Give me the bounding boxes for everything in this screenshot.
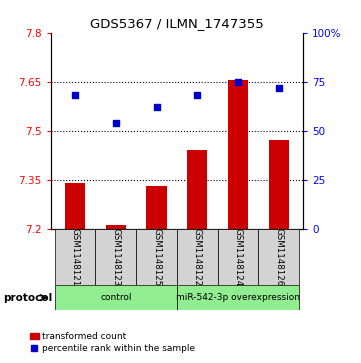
Text: miR-542-3p overexpression: miR-542-3p overexpression [176,293,300,302]
Bar [258,229,299,285]
Text: protocol: protocol [4,293,53,303]
Bar [105,225,126,229]
Bar [218,229,258,285]
Text: GSM1148125: GSM1148125 [152,228,161,286]
Bar [146,186,167,229]
Point [194,93,200,98]
Title: GDS5367 / ILMN_1747355: GDS5367 / ILMN_1747355 [90,17,264,30]
Text: GSM1148123: GSM1148123 [111,228,120,286]
Bar [55,285,177,310]
Text: GSM1148126: GSM1148126 [274,228,283,286]
Bar [136,229,177,285]
Bar [55,229,95,285]
Point [276,85,282,90]
Point [154,104,160,110]
Bar [65,183,85,229]
Point [72,93,78,98]
Text: control: control [100,293,131,302]
Point [113,120,119,126]
Bar [177,229,218,285]
Point [235,79,241,85]
Legend: transformed count, percentile rank within the sample: transformed count, percentile rank withi… [26,329,199,357]
Bar [95,229,136,285]
Bar [177,285,299,310]
Text: GSM1148124: GSM1148124 [234,228,243,286]
Text: GSM1148122: GSM1148122 [193,228,202,286]
Bar [228,80,248,229]
Bar [269,140,289,229]
Text: GSM1148121: GSM1148121 [70,228,79,286]
Bar [187,150,208,229]
